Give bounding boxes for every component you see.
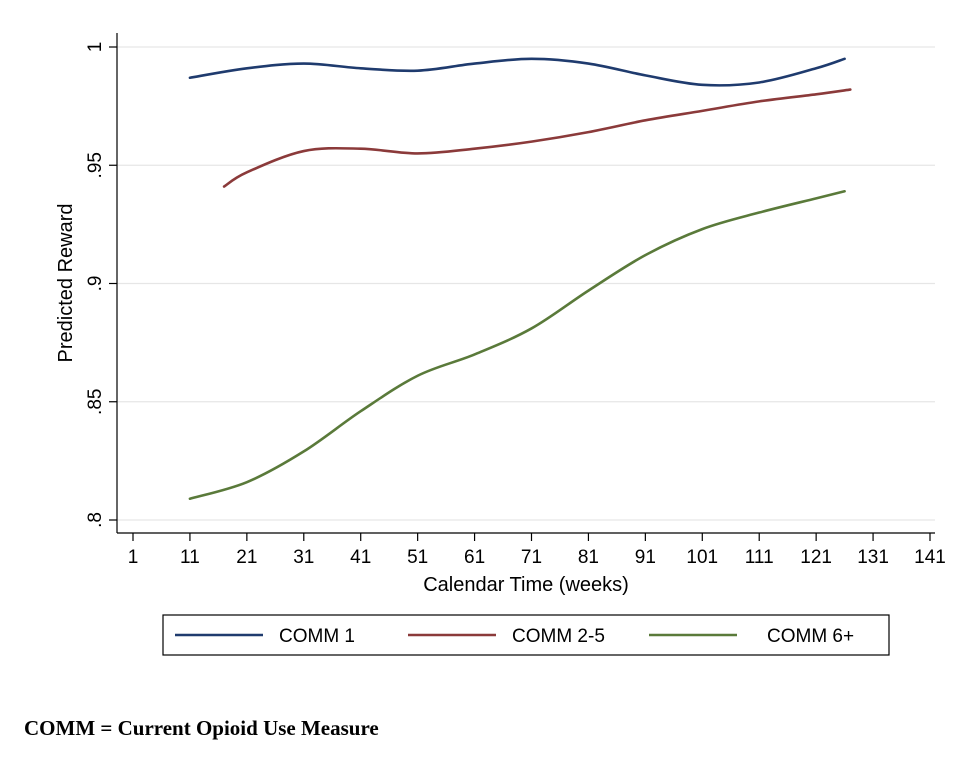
footnote: COMM = Current Opioid Use Measure <box>24 716 379 740</box>
x-tick-label: 61 <box>464 547 485 568</box>
y-tick-label: .95 <box>85 152 106 178</box>
x-tick-label: 1 <box>128 547 139 568</box>
x-axis-title: Calendar Time (weeks) <box>423 574 629 596</box>
y-tick-label: .9 <box>85 276 106 292</box>
x-tick-label: 81 <box>578 547 599 568</box>
series-line-1 <box>188 57 846 87</box>
y-tick-label: 1 <box>85 42 106 53</box>
x-tick-label: 31 <box>293 547 314 568</box>
x-tick-label: 131 <box>857 547 889 568</box>
x-tick-label: 11 <box>180 547 200 568</box>
x-tick-label: 51 <box>407 547 428 568</box>
x-tick-label: 91 <box>635 547 656 568</box>
legend-box <box>162 614 890 656</box>
legend: COMM 1 COMM 2-5 COMM 6+ <box>162 614 890 656</box>
y-tick-label: .8 <box>85 512 106 528</box>
x-tick-label: 111 <box>745 547 774 568</box>
x-tick-label: 101 <box>686 547 718 568</box>
x-tick-label: 71 <box>521 547 542 568</box>
gridlines <box>117 46 935 521</box>
x-axis-ticks: 1 11 21 31 41 51 61 71 81 91 101 111 121 131 141 <box>128 533 946 568</box>
chart-figure: .8.85.9.95 1 1 11 21 31 41 51 61 71 81 91 101 111 121… <box>22 6 960 685</box>
legend-label-1: COMM 1 <box>279 626 355 647</box>
legend-label-2: COMM 2-5 <box>512 626 605 647</box>
legend-label-3: COMM 6+ <box>767 626 854 647</box>
x-tick-label: 141 <box>914 547 946 568</box>
series-line-2 <box>222 88 852 188</box>
y-tick-label: .85 <box>85 389 106 415</box>
x-tick-label: 21 <box>236 547 257 568</box>
chart-background <box>22 6 960 685</box>
line-chart: .8.85.9.951 1 11 21 31 41 51 61 71 81 91 101 111 121… <box>22 6 960 685</box>
series-line-3 <box>188 189 846 501</box>
x-tick-label: 121 <box>800 547 832 568</box>
y-axis-ticks: .8 .85 .9 .95 1 <box>85 42 117 528</box>
x-tick-label: 41 <box>350 547 371 568</box>
series-lines <box>188 57 852 501</box>
y-axis-title: Predicted Reward <box>55 204 77 363</box>
